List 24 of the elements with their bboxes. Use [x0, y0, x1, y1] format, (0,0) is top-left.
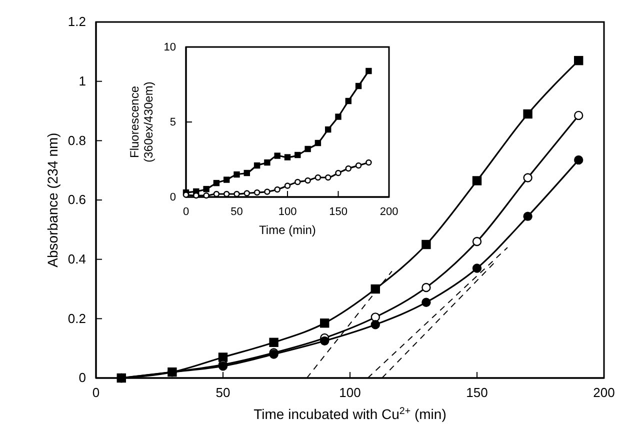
x-tick-label: 0 [182, 206, 190, 218]
x-axis-title: Time (min) [259, 223, 316, 237]
y-tick-label: 1 [78, 73, 86, 88]
y-tick-label: 0 [170, 192, 176, 204]
y-tick-label: 0.8 [68, 132, 86, 148]
y-tick-label: 0 [78, 370, 86, 386]
x-tick-label: 200 [593, 385, 615, 400]
y-tick-label: 0.4 [68, 251, 86, 266]
x-tick-label: 100 [339, 385, 361, 400]
y-tick-label: 10 [164, 42, 176, 54]
y-tick-label: 0.2 [68, 310, 86, 326]
x-tick-label: 100 [278, 206, 297, 218]
y-axis-title: Fluorescence (360ex/430em) [128, 82, 156, 162]
x-tick-label: 50 [216, 385, 230, 400]
y-tick-label: 1.2 [68, 14, 86, 30]
y-axis-title: Absorbance (234 nm) [44, 132, 60, 268]
x-tick-label: 150 [466, 385, 488, 400]
y-tick-label: 5 [170, 116, 176, 129]
x-tick-label: 0 [92, 385, 100, 400]
x-tick-label: 50 [230, 206, 243, 218]
x-tick-label: 200 [380, 206, 398, 218]
y-tick-label: 0.6 [68, 192, 86, 208]
x-tick-label: 150 [329, 206, 348, 218]
x-axis-title: Time incubated with Cu$^{2+}$ (min) [254, 406, 446, 422]
